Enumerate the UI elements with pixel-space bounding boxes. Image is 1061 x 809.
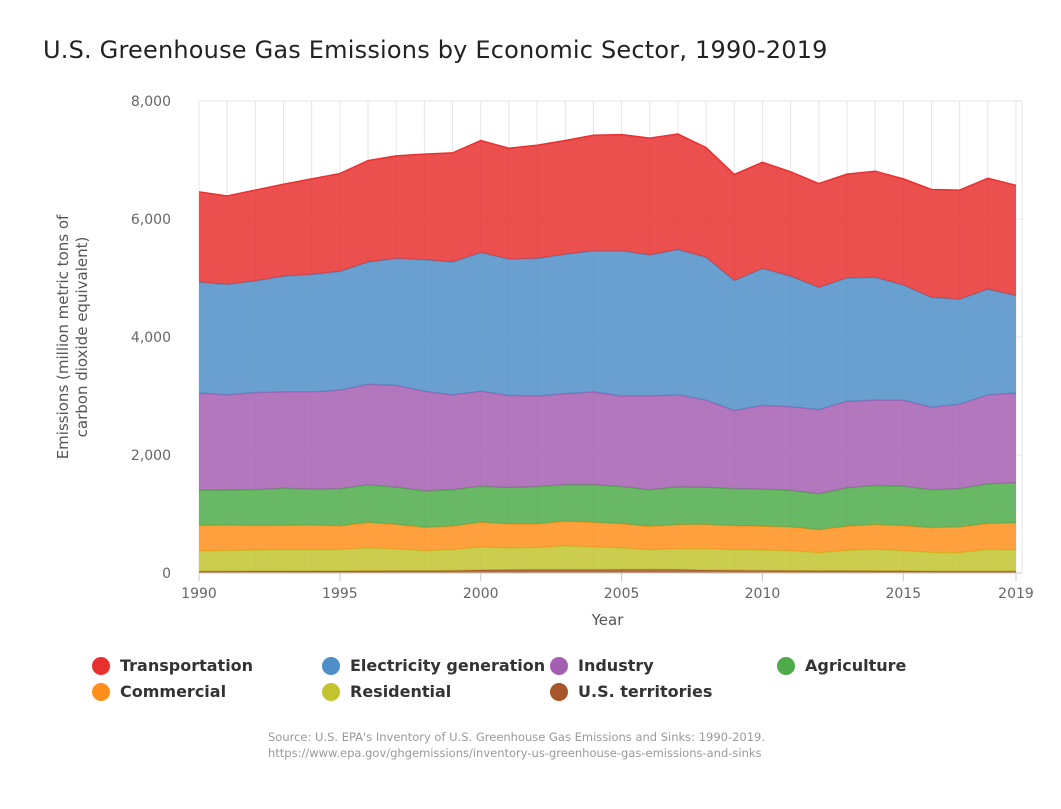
- source-link[interactable]: https://www.epa.gov/ghgemissions/invento…: [268, 746, 762, 760]
- chart-plot: 1990 1995 2000 2005 2010 2015 2019 0 2,000 4,000 6…: [54, 94, 1034, 629]
- legend-swatch-transportation: [92, 656, 110, 675]
- y-tick-label: 8,000: [131, 94, 171, 110]
- x-tick-label: 2000: [463, 586, 499, 602]
- legend-swatch-u-s-territories: [550, 682, 568, 701]
- y-tick-label: 0: [162, 566, 171, 582]
- legend-item-transportation[interactable]: Transportation: [92, 656, 253, 675]
- legend-label: Transportation: [120, 656, 254, 675]
- area-transportation[interactable]: [199, 134, 1016, 300]
- legend: Transportation Electricity generation Indu…: [92, 656, 992, 712]
- y-axis-title: Emissions (million metric tons ofcarbon …: [54, 214, 91, 459]
- y-tick-label: 6,000: [131, 212, 171, 228]
- legend-swatch-industry: [550, 656, 568, 675]
- x-tick-label: 1990: [181, 586, 217, 602]
- legend-label: Residential: [350, 682, 452, 701]
- legend-swatch-agriculture: [777, 656, 795, 675]
- x-axis-title: Year: [591, 611, 625, 629]
- y-axis-title-line: carbon dioxide equivalent): [73, 237, 91, 438]
- y-axis-title-line: Emissions (million metric tons of: [54, 214, 72, 459]
- x-tick-label: 2015: [885, 586, 921, 602]
- legend-label: U.S. territories: [578, 682, 713, 701]
- legend-label: Electricity generation: [350, 656, 546, 675]
- source-text: Source: U.S. EPA's Inventory of U.S. Gre…: [268, 730, 766, 744]
- legend-label: Commercial: [120, 682, 227, 701]
- area-u-s-territories[interactable]: [199, 569, 1016, 573]
- legend-swatch-residential: [322, 682, 340, 701]
- area-electricity-generation[interactable]: [199, 249, 1016, 411]
- legend-label: Industry: [578, 656, 654, 675]
- x-tick-label: 2019: [998, 586, 1034, 602]
- series-line-transportation: [198, 133, 1017, 197]
- legend-label: Agriculture: [805, 656, 907, 675]
- y-tick-label: 2,000: [131, 448, 171, 464]
- x-tick-label: 2010: [745, 586, 781, 602]
- x-tick-label: 1995: [322, 586, 358, 602]
- legend-item-u-s-territories[interactable]: U.S. territories: [550, 682, 712, 701]
- chart-title: U.S. Greenhouse Gas Emissions by Economi…: [43, 36, 828, 64]
- source-note: Source: U.S. EPA's Inventory of U.S. Gre…: [268, 729, 765, 761]
- x-tick-label: 2005: [604, 586, 640, 602]
- y-tick-label: 4,000: [131, 330, 171, 346]
- legend-swatch-electricity-generation: [322, 656, 340, 675]
- area-agriculture[interactable]: [199, 482, 1016, 530]
- legend-item-electricity-generation[interactable]: Electricity generation: [322, 656, 545, 675]
- legend-item-residential[interactable]: Residential: [322, 682, 451, 701]
- legend-item-commercial[interactable]: Commercial: [92, 682, 226, 701]
- legend-swatch-commercial: [92, 682, 110, 701]
- legend-item-agriculture[interactable]: Agriculture: [777, 656, 906, 675]
- area-industry[interactable]: [199, 384, 1016, 494]
- legend-item-industry[interactable]: Industry: [550, 656, 654, 675]
